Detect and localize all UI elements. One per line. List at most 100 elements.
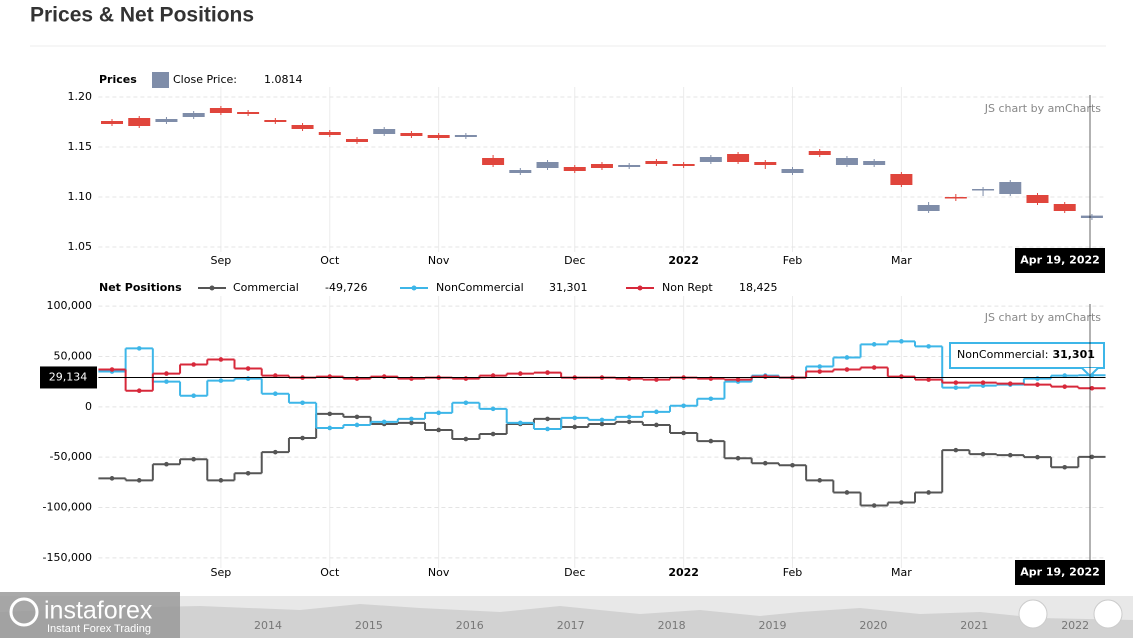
cursor-y-bg xyxy=(40,366,97,389)
candle-body xyxy=(972,189,995,191)
candle-body xyxy=(454,135,477,137)
candle-body xyxy=(128,118,151,126)
step-point xyxy=(844,490,850,495)
navigator-year: 2015 xyxy=(355,619,383,632)
step-point xyxy=(191,362,196,367)
credit: JS chart by amCharts xyxy=(984,311,1101,324)
step-point xyxy=(409,420,414,426)
navigator-year: 2021 xyxy=(960,619,988,632)
step-point xyxy=(327,411,333,417)
cursor-date-bg xyxy=(1015,248,1105,273)
step-point xyxy=(136,346,142,351)
step-point xyxy=(626,414,632,420)
legend-value: 18,425 xyxy=(739,281,778,294)
x-tick-label: 2022 xyxy=(668,254,699,267)
step-point xyxy=(164,461,169,467)
y-tick-label: 1.15 xyxy=(68,140,93,153)
candle-body xyxy=(835,158,858,165)
step-point xyxy=(871,342,877,347)
cursor-y-label: 29,134 xyxy=(49,370,88,383)
navigator-year: 2016 xyxy=(456,619,484,632)
step-point xyxy=(1007,452,1013,458)
legend-label: NonCommercial xyxy=(436,281,524,294)
x-tick-label: Oct xyxy=(320,254,340,267)
step-point xyxy=(980,451,986,457)
scroll-handle[interactable] xyxy=(1018,599,1048,629)
candle-body xyxy=(890,174,913,185)
legend-marker-dot xyxy=(411,285,417,291)
step-point xyxy=(1035,382,1040,387)
candle-body xyxy=(618,165,641,167)
candle-body xyxy=(264,120,287,122)
step-point xyxy=(817,369,823,374)
candle-body xyxy=(482,158,505,165)
candle-body xyxy=(1053,204,1076,211)
step-point xyxy=(735,377,741,382)
step-point xyxy=(1062,464,1068,470)
y-tick-label: -150,000 xyxy=(43,551,92,564)
tooltip-text: NonCommercial: 31,301 xyxy=(957,348,1095,361)
step-point xyxy=(545,426,550,432)
step-point xyxy=(218,478,224,483)
step-point xyxy=(518,420,523,426)
step-point xyxy=(518,371,523,376)
candle-body xyxy=(536,162,559,168)
candle-body xyxy=(318,132,341,135)
step-point xyxy=(926,377,931,382)
y-tick-label: -100,000 xyxy=(43,501,92,514)
step-point xyxy=(109,476,115,481)
candle-body xyxy=(345,139,368,142)
candle-body xyxy=(863,161,886,165)
candle-body xyxy=(209,108,232,113)
step-point xyxy=(953,447,959,453)
step-point xyxy=(245,366,251,371)
legend-swatch xyxy=(152,72,169,88)
step-point xyxy=(654,377,659,382)
step-point xyxy=(899,500,904,505)
step-point xyxy=(273,449,278,455)
step-point xyxy=(871,503,877,508)
step-point xyxy=(381,374,387,379)
candle-body xyxy=(427,135,450,138)
y-tick-label: -50,000 xyxy=(50,450,92,463)
candle-body xyxy=(999,182,1022,194)
step-point xyxy=(1007,381,1013,386)
x-tick-label: Nov xyxy=(428,254,450,267)
candle-body xyxy=(672,164,695,166)
navigator-year: 2020 xyxy=(859,619,887,632)
step-point xyxy=(273,391,278,397)
candle-body xyxy=(808,151,831,155)
step-point xyxy=(381,419,387,425)
step-point xyxy=(327,374,333,379)
step-point xyxy=(681,430,686,436)
credit: JS chart by amCharts xyxy=(984,102,1101,115)
scroll-handle[interactable] xyxy=(1093,599,1123,629)
x-tick-label: Dec xyxy=(564,566,585,579)
navigator-area xyxy=(0,604,1133,638)
step-point xyxy=(1089,385,1095,391)
step-point xyxy=(409,416,414,422)
step-point xyxy=(654,422,659,428)
step-point xyxy=(681,403,686,409)
legend-value: -49,726 xyxy=(325,281,367,294)
cursor-date-bg xyxy=(1015,560,1105,585)
candle-body xyxy=(509,170,532,173)
cursor-date: Apr 19, 2022 xyxy=(1020,566,1100,579)
step-point xyxy=(327,425,333,431)
candle-body xyxy=(590,164,613,168)
x-tick-label: Dec xyxy=(564,254,585,267)
step-point xyxy=(463,400,469,406)
step-point xyxy=(762,374,768,379)
navigator-year: 2019 xyxy=(759,619,787,632)
y-tick-label: 1.10 xyxy=(68,190,93,203)
logo-icon xyxy=(9,597,39,627)
candle-body xyxy=(699,157,722,162)
panel-title: Prices xyxy=(99,73,137,86)
step-point xyxy=(300,435,305,441)
legend-label: Non Rept xyxy=(662,281,713,294)
step-point xyxy=(817,478,823,483)
x-tick-label: Sep xyxy=(211,254,232,267)
step-point xyxy=(218,357,224,362)
logo-tagline: Instant Forex Trading xyxy=(47,623,151,635)
step-point xyxy=(926,490,931,495)
